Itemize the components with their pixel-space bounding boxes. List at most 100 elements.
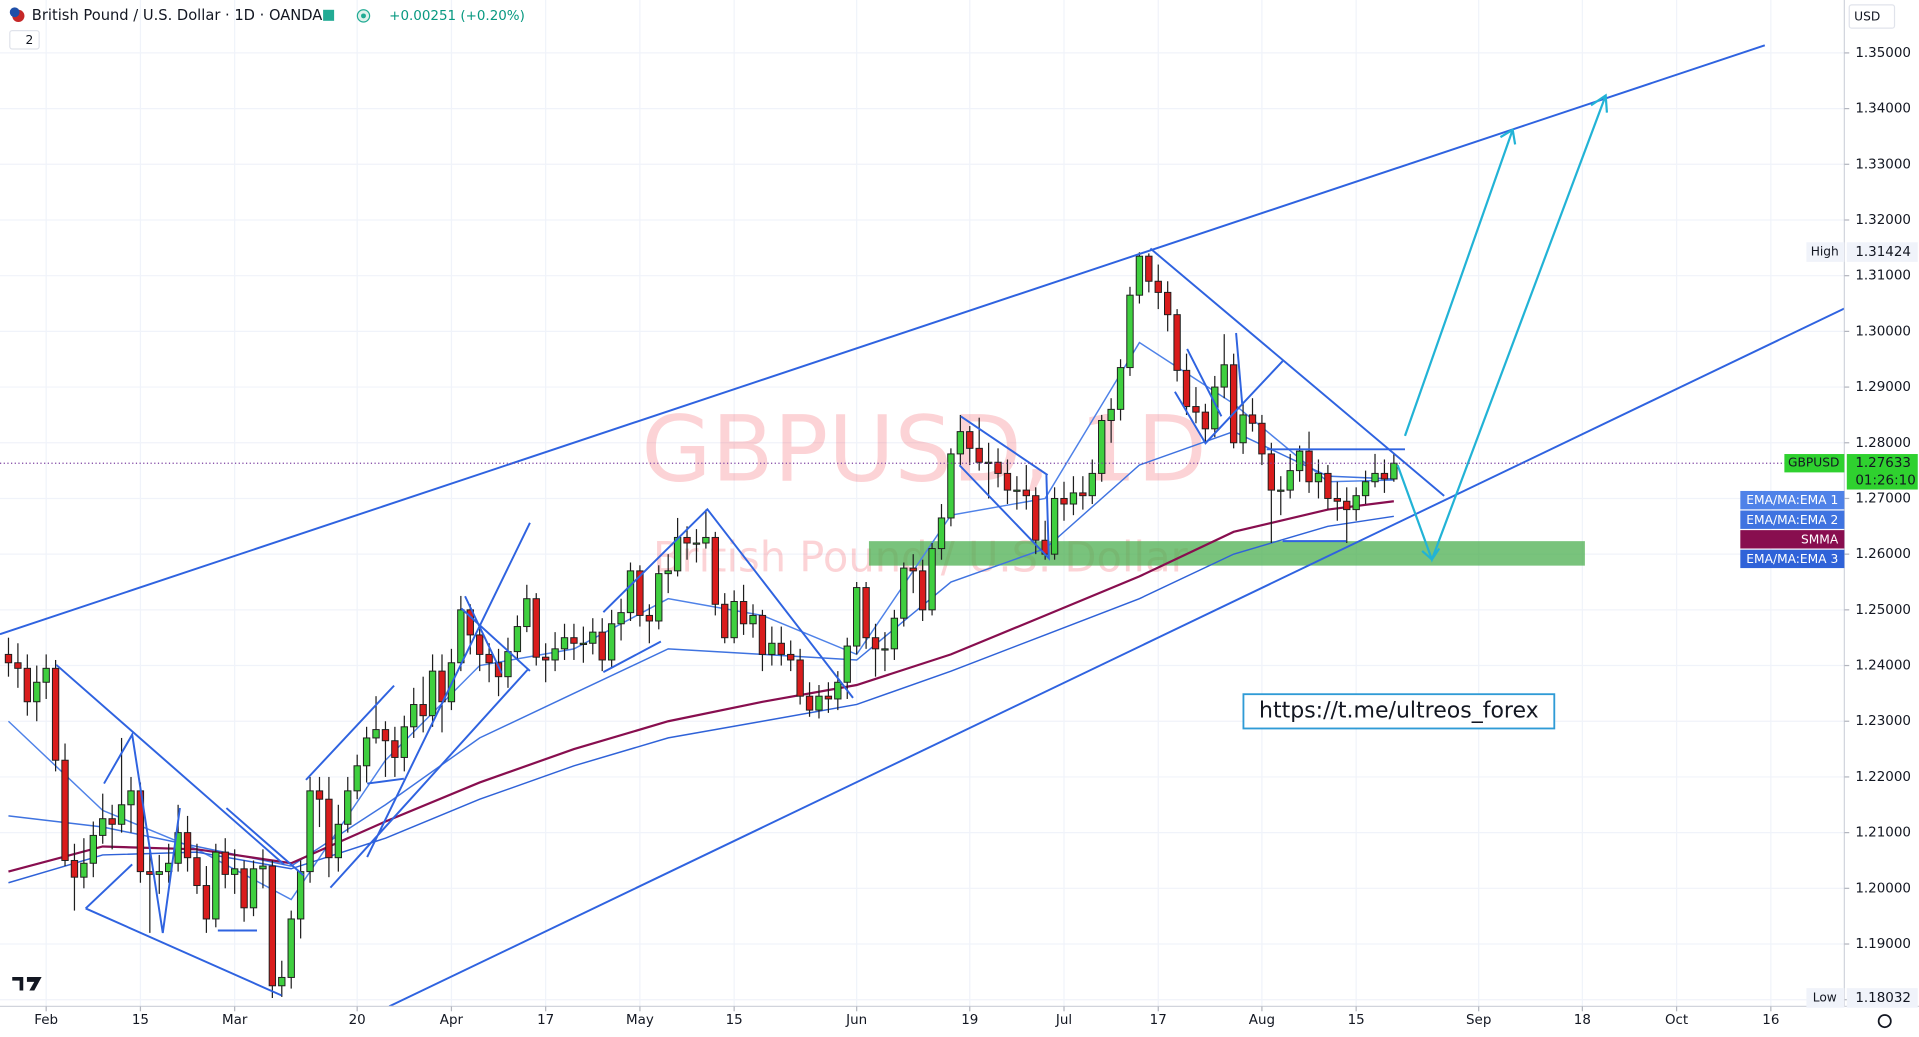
time-axis	[0, 1006, 1919, 1037]
y-tick-label: 1.30000	[1855, 324, 1911, 339]
candle-body	[1098, 420, 1106, 474]
candle-body	[805, 695, 814, 711]
layout-count[interactable]: 2	[25, 33, 33, 47]
candle-body	[485, 653, 493, 664]
x-tick-label: Mar	[222, 1013, 248, 1028]
candle-body	[1371, 472, 1379, 483]
x-tick-label: Oct	[1665, 1013, 1688, 1028]
candle-body	[1295, 450, 1304, 472]
candle-body	[994, 461, 1002, 474]
candle-body	[1003, 472, 1012, 491]
ma-badge	[1740, 490, 1845, 510]
candle-body	[155, 871, 163, 875]
ma-line	[8, 515, 1394, 884]
symbol-badge	[1784, 454, 1845, 473]
candle-body	[862, 587, 870, 639]
candle-body	[900, 567, 908, 619]
projection-arrow	[1403, 128, 1517, 437]
candle-body	[881, 648, 889, 651]
extreme-badge	[1806, 988, 1845, 1008]
candle-body	[1286, 470, 1294, 491]
candle-body	[966, 431, 974, 449]
pattern-lines	[1266, 448, 1405, 543]
candle-body	[1248, 414, 1257, 424]
extreme-badge-label: High	[1811, 245, 1839, 259]
extreme-price-badge	[1846, 242, 1918, 262]
candle-body	[956, 431, 965, 455]
x-tick-label: 17	[1150, 1013, 1167, 1028]
candle-body	[1239, 414, 1247, 444]
candle-body	[476, 634, 484, 655]
y-tick-label: 1.27000	[1855, 491, 1911, 506]
candle-body	[428, 670, 437, 717]
link-text[interactable]: https://t.me/ultreos_forex	[1259, 698, 1539, 723]
x-tick-label: 15	[132, 1013, 149, 1028]
ma-line	[8, 500, 1394, 873]
candle-body	[843, 645, 851, 683]
x-tick-label: Apr	[440, 1013, 464, 1028]
axis-badges: EMA/MA:EMA 1 EMA/MA:EMA 2 SMMA EMA/MA:EMA 3…	[1740, 242, 1918, 1008]
candle-body	[249, 868, 258, 909]
candle-body	[193, 857, 201, 887]
candle-body	[692, 542, 701, 545]
x-tick-label: 20	[349, 1013, 366, 1028]
candle-body	[655, 573, 663, 622]
y-tick-label: 1.22000	[1855, 770, 1911, 785]
candle-body	[306, 790, 314, 873]
candle-body	[928, 548, 936, 611]
countdown-label: 01:26:10	[1855, 473, 1915, 488]
candle-body	[730, 601, 738, 639]
candle-body	[42, 667, 50, 683]
candle-body	[1390, 462, 1398, 480]
candle-body	[824, 695, 833, 700]
header: British Pound / U.S. Dollar · 1D · OANDA…	[9, 4, 1896, 1029]
currency-button[interactable]	[1848, 4, 1896, 29]
candle-body	[1069, 492, 1078, 505]
extreme-badge	[1806, 242, 1845, 262]
candle-body	[221, 851, 229, 875]
candle-body	[1267, 453, 1276, 491]
x-tick-label: Jun	[845, 1013, 867, 1028]
price-badge	[1846, 454, 1918, 490]
candle-body	[918, 570, 927, 611]
candle-body	[1145, 255, 1153, 282]
candle-body	[871, 637, 880, 650]
extreme-price-label: 1.18032	[1855, 991, 1911, 1006]
y-tick-label: 1.24000	[1855, 659, 1911, 674]
candle-body	[787, 653, 795, 661]
candle-body	[1305, 450, 1313, 483]
y-tick-label: 1.34000	[1855, 102, 1911, 117]
grid	[0, 0, 1845, 1007]
candle-body	[975, 447, 983, 463]
candle-body	[664, 570, 672, 575]
link-box[interactable]: https://t.me/ultreos_forex	[1242, 693, 1556, 730]
candle-body	[99, 818, 107, 836]
candle-body	[466, 609, 474, 636]
candle-body	[749, 614, 757, 625]
candle-body	[1201, 411, 1210, 430]
candle-body	[570, 637, 578, 644]
candle-body	[1324, 472, 1332, 499]
candle-body	[419, 704, 427, 717]
currency[interactable]: USD	[1854, 10, 1880, 24]
candle-body	[1192, 406, 1200, 413]
settings-icon[interactable]	[1877, 1014, 1892, 1029]
pattern-lines	[305, 522, 531, 889]
candle-body	[1154, 280, 1162, 293]
candle-body	[1380, 472, 1389, 480]
layout-toggle[interactable]	[9, 29, 40, 50]
candle-body	[391, 740, 399, 758]
candles	[4, 252, 1398, 999]
watermark-symbol: GBPUSD, 1D	[641, 397, 1206, 502]
candle-body	[1361, 481, 1370, 497]
candle-body	[937, 517, 946, 550]
candle-body	[1079, 492, 1087, 497]
flag-icon	[9, 7, 20, 18]
link-frame	[1242, 693, 1556, 730]
candle-body	[146, 871, 154, 875]
candle-body	[589, 631, 597, 644]
candle-body	[410, 704, 418, 728]
candle-body	[494, 662, 503, 678]
candle-body	[909, 567, 917, 572]
